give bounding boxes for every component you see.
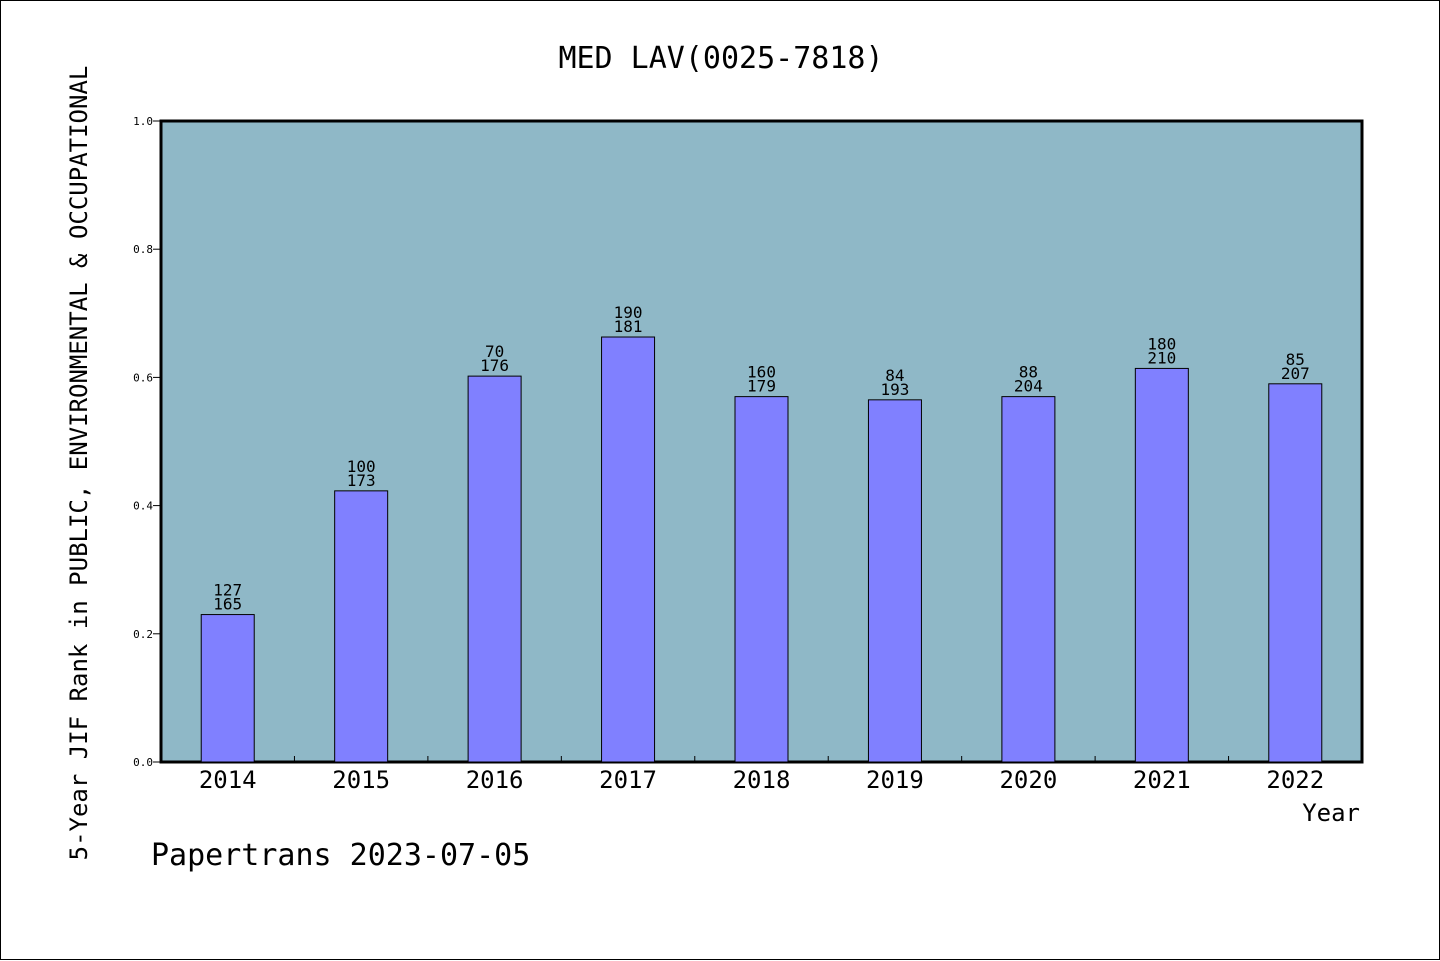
bar-label-total: 181 — [614, 317, 643, 336]
x-axis — [293, 756, 1230, 762]
bar-label-rank: 160 — [747, 363, 776, 382]
bar-label-rank: 100 — [347, 457, 376, 476]
y-tick-label: 0.4 — [133, 500, 153, 513]
x-tick-label: 2016 — [466, 766, 524, 794]
footer-credit: Papertrans 2023-07-05 — [151, 838, 530, 873]
x-tick-label: 2021 — [1133, 766, 1191, 794]
chart-title: MED LAV(0025-7818) — [558, 41, 883, 76]
bar-2017 — [601, 336, 656, 763]
bar-label-rank: 180 — [1147, 334, 1176, 353]
bar-label-total: 165 — [213, 595, 242, 614]
bar-label-total: 207 — [1281, 364, 1310, 383]
y-axis: 0.0 0.2 0.4 0.6 0.8 1.0 — [133, 115, 161, 769]
bar-label-rank: 84 — [885, 366, 904, 385]
x-tick-label: 2022 — [1266, 766, 1324, 794]
x-tick-label: 2020 — [999, 766, 1057, 794]
bar-2019 — [867, 399, 922, 763]
y-tick-label: 1.0 — [133, 115, 153, 128]
x-tick-label: 2019 — [866, 766, 924, 794]
bar-label-rank: 127 — [213, 581, 242, 600]
x-tick-label: 2017 — [599, 766, 657, 794]
bar-label-rank: 88 — [1019, 363, 1038, 382]
y-tick-label: 0.6 — [133, 371, 153, 384]
x-tick-label: 2018 — [733, 766, 791, 794]
bar-2015 — [334, 490, 389, 763]
bar-2021 — [1134, 367, 1189, 763]
x-tick-label: 2015 — [332, 766, 390, 794]
bars — [200, 336, 1323, 763]
x-axis-label: Year — [1302, 799, 1360, 827]
y-tick-label: 0.2 — [133, 628, 153, 641]
y-tick-label: 0.0 — [133, 756, 153, 769]
y-tick-label: 0.8 — [133, 243, 153, 256]
bar-label-total: 176 — [480, 356, 509, 375]
bar-2016 — [467, 375, 522, 763]
bar-label-total: 193 — [880, 380, 909, 399]
bar-2018 — [734, 396, 789, 763]
bar-label-total: 210 — [1147, 348, 1176, 367]
bar-label-rank: 70 — [485, 342, 504, 361]
bar-label-total: 173 — [347, 471, 376, 490]
bar-2014 — [200, 614, 255, 763]
bar-label-total: 204 — [1014, 377, 1043, 396]
y-axis-label: 5-Year JIF Rank in PUBLIC, ENVIRONMENTAL… — [65, 66, 93, 861]
bar-label-total: 179 — [747, 377, 776, 396]
x-tick-labels: 2014 2015 2016 2017 2018 2019 2020 2021 2022 — [199, 766, 1324, 794]
bar-label-rank: 85 — [1286, 350, 1305, 369]
bar-label-rank: 190 — [614, 303, 643, 322]
bar-2022 — [1268, 383, 1323, 763]
x-tick-label: 2014 — [199, 766, 257, 794]
bar-2020 — [1001, 396, 1056, 763]
